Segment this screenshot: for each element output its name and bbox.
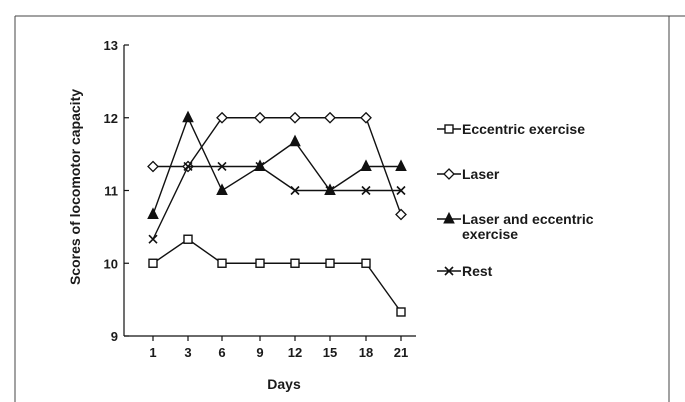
point-eccentric-exercise: [396, 307, 406, 317]
series-line-laser: [153, 117, 402, 215]
point-laser: [324, 111, 336, 124]
y-axis-title: Scores of locomotor capacity: [67, 89, 83, 285]
point-rest: [396, 185, 406, 196]
y-tick-label: 10: [104, 256, 118, 271]
point-rest-stroke-b: [183, 161, 193, 172]
x-tick-label: 21: [394, 345, 408, 360]
point-rest: [255, 161, 265, 172]
legend-label: Eccentric exercise: [462, 121, 585, 137]
x-tick-label: 9: [256, 345, 263, 360]
y-tick-label: 12: [104, 111, 118, 126]
legend-marker: [443, 168, 455, 180]
x-tick-label: 15: [323, 345, 337, 360]
point-rest-stroke-b: [325, 185, 335, 196]
point-eccentric-exercise: [148, 258, 158, 268]
point-rest: [183, 161, 193, 172]
point-laser-and-eccentric-exercise: [360, 159, 372, 171]
legend-marker: [444, 266, 454, 276]
point-laser-and-eccentric-exercise: [147, 207, 159, 220]
x-tick-label: 6: [218, 345, 225, 360]
point-laser-and-eccentric-exercise: [216, 183, 228, 195]
point-rest: [148, 234, 158, 244]
point-eccentric-exercise: [361, 258, 371, 268]
series-line-laser-and-eccentric-exercise: [152, 115, 401, 215]
point-rest-stroke-b: [361, 185, 371, 196]
legend-marker: [443, 211, 455, 224]
point-laser: [216, 111, 228, 124]
series-layer: [147, 110, 407, 317]
point-rest-stroke-b: [255, 161, 265, 172]
point-eccentric-exercise: [325, 258, 335, 268]
legend-item-eccentric-exercise: Eccentric exercise: [437, 121, 585, 137]
legend-label: Rest: [462, 263, 493, 279]
point-rest: [325, 185, 335, 196]
legend-marker-stroke-b: [444, 266, 454, 276]
legend: Eccentric exercise Laser Laser and eccentr…: [437, 121, 594, 279]
point-rest-stroke-b: [290, 185, 300, 196]
point-laser: [147, 160, 159, 173]
legend-item-rest: Rest: [437, 263, 493, 279]
y-tick-label: 9: [111, 329, 118, 344]
point-rest-stroke-b: [148, 234, 158, 244]
point-laser-and-eccentric-exercise: [395, 159, 407, 171]
point-rest: [217, 161, 227, 172]
legend-label: exercise: [462, 226, 518, 242]
x-tick-label: 18: [359, 345, 373, 360]
point-eccentric-exercise: [183, 234, 193, 244]
point-laser-and-eccentric-exercise: [289, 134, 301, 147]
point-rest-stroke-b: [217, 161, 227, 172]
legend-label: Laser and eccentric: [462, 211, 594, 227]
point-eccentric-exercise: [255, 258, 265, 268]
legend-item-laser: Laser: [437, 166, 500, 182]
point-rest: [290, 185, 300, 196]
point-eccentric-exercise: [217, 258, 227, 268]
point-eccentric-exercise: [290, 258, 300, 268]
x-tick-label: 1: [149, 345, 156, 360]
series-line-rest: [152, 165, 401, 240]
point-laser-and-eccentric-exercise: [182, 110, 194, 123]
legend-label: Laser: [462, 166, 500, 182]
x-axis-title: Days: [267, 376, 301, 392]
y-tick-label: 11: [104, 184, 118, 199]
series-line-eccentric-exercise: [152, 238, 402, 313]
point-laser: [360, 111, 372, 124]
y-tick-label: 13: [104, 38, 118, 53]
point-rest: [361, 185, 371, 196]
legend-marker: [444, 124, 454, 134]
x-tick-label: 3: [184, 345, 191, 360]
x-tick-label: 12: [288, 345, 302, 360]
point-laser: [254, 111, 266, 124]
point-rest-stroke-b: [396, 185, 406, 196]
point-laser: [395, 208, 407, 221]
point-laser: [289, 111, 301, 124]
